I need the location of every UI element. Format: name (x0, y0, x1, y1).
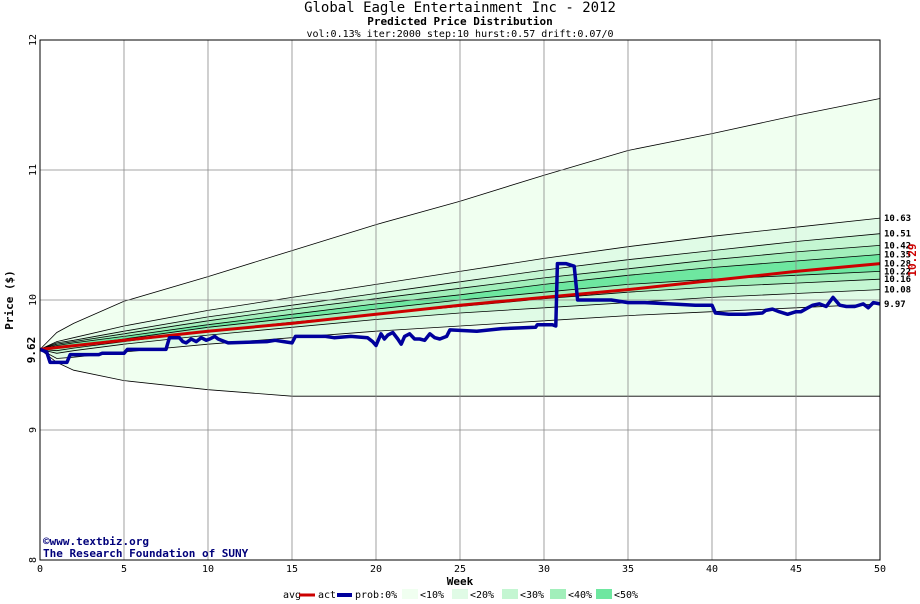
y-tick-label: 11 (28, 164, 39, 176)
x-tick-label: 10 (202, 564, 214, 575)
x-tick-label: 20 (370, 564, 382, 575)
x-tick-label: 30 (538, 564, 550, 575)
legend-prob-label: prob:0% (355, 590, 397, 600)
right-value-label: 10.16 (884, 275, 911, 285)
right-value-label: 10.28 (884, 260, 911, 270)
y-tick-label: 12 (28, 34, 39, 46)
legend-band-swatch-4 (550, 589, 566, 599)
axis-ticks: 0 5 10 15 20 25 30 35 40 45 508910111210.6310.5110… (28, 34, 911, 575)
legend-band-label-2: <20% (470, 590, 494, 600)
right-value-label: 10.35 (884, 251, 911, 261)
x-tick-label: 5 (121, 564, 127, 575)
start-price-label: 9.62 (25, 337, 38, 364)
watermark-org: The Research Foundation of SUNY (43, 547, 249, 560)
end-actual-label: 10.29 (906, 243, 919, 276)
watermark-url: ©www.textbiz.org (43, 535, 149, 548)
legend-act-label: act (318, 590, 336, 600)
y-tick-label: 8 (28, 557, 39, 563)
legend-band-swatch-3 (502, 589, 518, 599)
x-tick-label: 15 (286, 564, 298, 575)
x-tick-label: 0 (37, 564, 43, 575)
legend-band-label-5: <50% (614, 590, 638, 600)
series-lines (39, 261, 881, 365)
right-value-label: 10.42 (884, 241, 911, 251)
right-value-label: 10.22 (884, 267, 911, 277)
x-tick-label: 50 (874, 564, 886, 575)
x-tick-label: 40 (706, 564, 718, 575)
legend-band-swatch-1 (402, 589, 418, 599)
chart-params: vol:0.13% iter:2000 step:10 hurst:0.57 d… (306, 29, 613, 40)
y-tick-label: 10 (28, 294, 39, 306)
x-tick-label: 45 (790, 564, 802, 575)
chart-title: Global Eagle Entertainment Inc - 2012 (304, 0, 616, 16)
legend-avg-label: avg (283, 590, 301, 600)
legend: avg act prob:0% <10% <20% <30% <40% <50% (283, 589, 638, 601)
legend-band-label-1: <10% (420, 590, 444, 600)
legend-band-label-3: <30% (520, 590, 544, 600)
legend-band-label-4: <40% (568, 590, 592, 600)
legend-band-swatch-5 (596, 589, 612, 599)
y-tick-label: 9 (28, 427, 39, 433)
right-value-label: 10.63 (884, 214, 911, 224)
right-value-label: 10.51 (884, 230, 911, 240)
right-value-label: 10.08 (884, 286, 911, 296)
avg-series-line (39, 262, 881, 351)
right-value-label: 9.97 (884, 300, 906, 310)
x-tick-label: 35 (622, 564, 634, 575)
prob-band-5 (40, 254, 880, 350)
legend-band-swatch-2 (452, 589, 468, 599)
x-tick-label: 25 (454, 564, 466, 575)
y-axis-label: Price ($) (3, 270, 16, 330)
actual-series-line (39, 261, 881, 365)
chart-subtitle: Predicted Price Distribution (367, 15, 552, 28)
plot-frame (39, 39, 881, 561)
x-axis-label: Week (447, 575, 474, 588)
